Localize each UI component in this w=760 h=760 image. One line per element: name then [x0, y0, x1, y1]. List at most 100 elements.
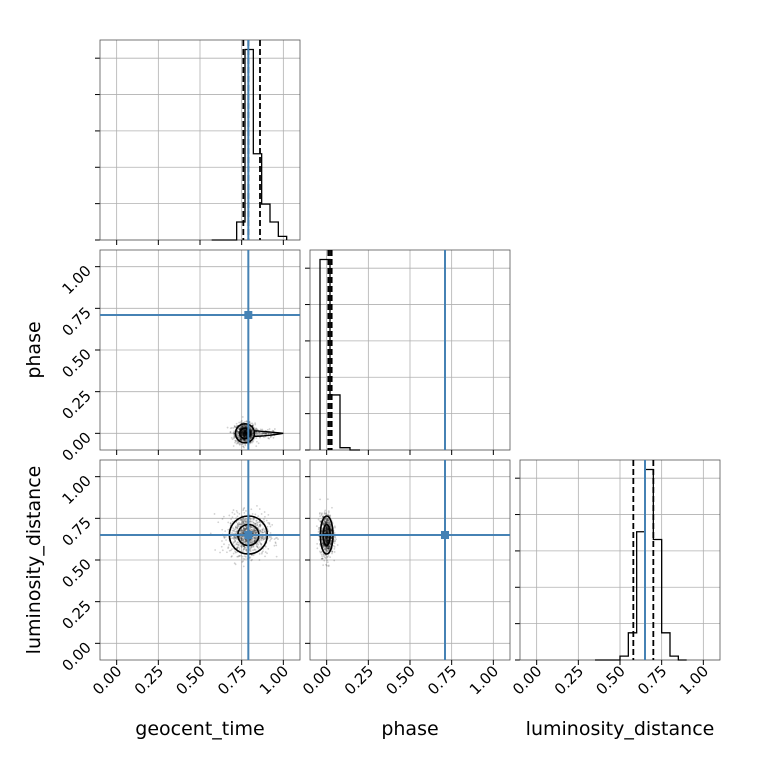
scatter-point [243, 529, 246, 532]
scatter-point [244, 540, 247, 543]
scatter-point [251, 432, 254, 435]
scatter-point [251, 526, 253, 529]
scatter-point [326, 526, 329, 529]
scatter-point [253, 536, 256, 539]
scatter-point [322, 542, 325, 545]
x-tick-label: 0.00 [299, 662, 335, 698]
scatter-point [245, 548, 247, 551]
scatter-point [258, 520, 261, 523]
scatter-point [241, 430, 243, 433]
x-tick-label: 0.50 [382, 662, 418, 698]
scatter-point [251, 441, 254, 444]
scatter-point [252, 532, 255, 535]
scatter-point [252, 529, 254, 532]
scatter-point [241, 424, 244, 427]
scatter-point [253, 536, 256, 538]
scatter-point [260, 552, 263, 555]
scatter-point [252, 518, 255, 521]
scatter-point [249, 547, 252, 550]
scatter-point [331, 552, 333, 555]
scatter-point [243, 558, 246, 560]
scatter-point [261, 537, 264, 540]
scatter-point [264, 537, 267, 540]
scatter-point [319, 511, 321, 514]
scatter-point [245, 548, 248, 551]
scatter-point [328, 521, 331, 523]
truth-marker [441, 531, 449, 539]
scatter-point [257, 515, 260, 518]
scatter-point [244, 435, 247, 438]
scatter-point [326, 520, 328, 523]
scatter-point [254, 529, 257, 532]
scatter-point [250, 429, 253, 432]
scatter-points [226, 416, 284, 450]
scatter-point [245, 420, 248, 422]
scatter-point [325, 547, 328, 550]
scatter-point [235, 422, 238, 425]
scatter-point [323, 548, 326, 551]
scatter-point [250, 428, 253, 431]
scatter-point [209, 532, 212, 535]
scatter-point [275, 555, 278, 558]
scatter-point [224, 530, 227, 533]
scatter-point [240, 538, 243, 541]
scatter-point [336, 544, 339, 546]
scatter-point [325, 539, 328, 542]
scatter-point [241, 523, 244, 526]
scatter-point [238, 554, 241, 557]
x-tick-label: 0.75 [214, 662, 250, 698]
scatter-point [264, 531, 267, 534]
scatter-point [241, 532, 244, 535]
scatter-point [269, 435, 272, 438]
scatter-point [264, 515, 266, 518]
scatter-point [326, 519, 329, 522]
scatter-point [242, 531, 244, 534]
scatter-point [265, 432, 267, 435]
y-axis-label-phase: phase [23, 321, 45, 378]
scatter-point [261, 432, 264, 435]
panel-scatter-phase-vs-geocent-time: 0.00 0.25 0.50 0.75 1.00 [58, 249, 301, 465]
scatter-point [241, 443, 243, 445]
scatter-point [325, 522, 328, 524]
scatter-point [242, 557, 245, 560]
scatter-point [213, 513, 216, 515]
scatter-point [319, 515, 321, 518]
scatter-point [233, 536, 236, 539]
scatter-point [328, 547, 330, 550]
scatter-point [335, 538, 337, 541]
scatter-point [242, 527, 245, 530]
x-tick-label: 0.00 [509, 662, 545, 698]
scatter-point [236, 543, 238, 545]
scatter-point [325, 539, 328, 542]
scatter-point [255, 432, 257, 435]
scatter-point [327, 519, 329, 522]
x-tick-label: 0.00 [89, 662, 125, 698]
scatter-point [272, 429, 275, 432]
scatter-point [240, 432, 243, 434]
scatter-point [245, 549, 248, 552]
scatter-point [236, 431, 239, 434]
scatter-point [326, 564, 328, 567]
scatter-point [234, 551, 237, 554]
scatter-point [239, 421, 242, 423]
scatter-point [245, 542, 248, 545]
scatter-point [234, 540, 237, 543]
scatter-point [234, 439, 237, 442]
scatter-point [234, 526, 237, 529]
scatter-point [331, 550, 334, 553]
scatter-point [326, 541, 328, 544]
scatter-point [253, 537, 256, 539]
y-tick-label: 0.25 [58, 387, 94, 423]
scatter-point [233, 513, 236, 516]
scatter-point [326, 539, 329, 542]
scatter-point [242, 531, 245, 534]
scatter-point [326, 540, 329, 543]
y-tick-label: 0.50 [58, 345, 94, 381]
scatter-point [330, 539, 333, 542]
scatter-point [328, 520, 331, 523]
scatter-point [240, 430, 243, 433]
scatter-point [269, 436, 272, 438]
scatter-point [326, 517, 329, 520]
scatter-point [243, 555, 246, 558]
scatter-point [325, 520, 327, 523]
